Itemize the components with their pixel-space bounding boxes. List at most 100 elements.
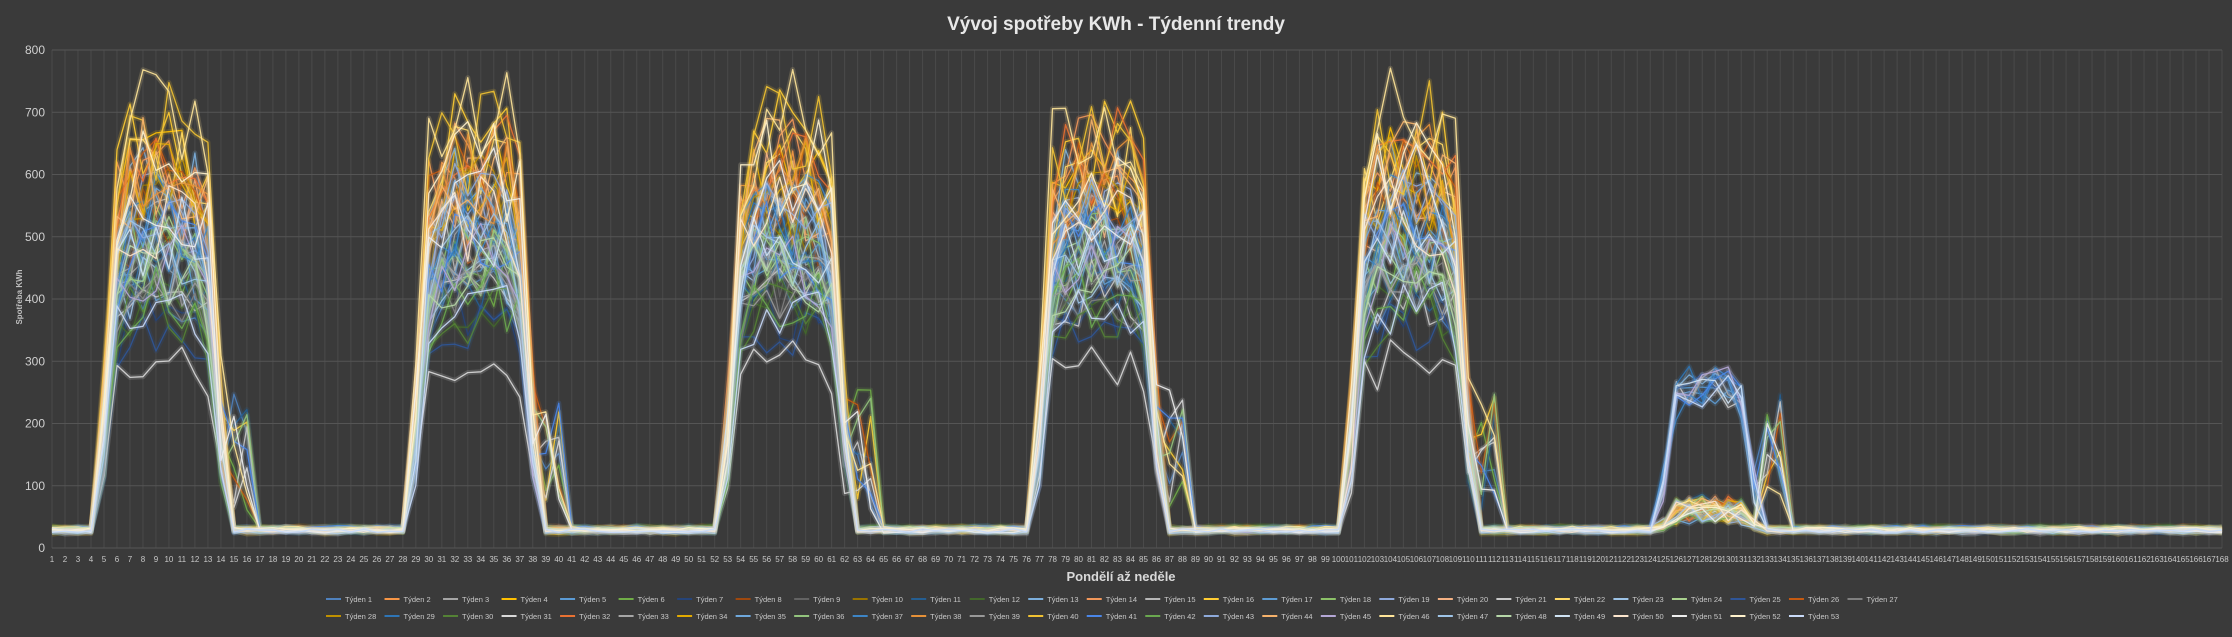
legend-label: Týden 13 xyxy=(1047,595,1078,604)
series-line-51 xyxy=(51,143,2223,534)
legend-label: Týden 46 xyxy=(1398,612,1429,621)
x-tick-label: 53 xyxy=(723,555,732,564)
legend-item-4: Týden 4 xyxy=(501,595,548,604)
x-tick-label: 108 xyxy=(1436,555,1450,564)
legend-label: Týden 1 xyxy=(345,595,372,604)
legend-item-40: Týden 40 xyxy=(1028,612,1079,621)
y-tick-label: 300 xyxy=(25,354,45,368)
legend-item-5: Týden 5 xyxy=(560,595,606,604)
x-tick-label: 51 xyxy=(697,555,706,564)
legend-item-2: Týden 2 xyxy=(384,595,431,604)
legend-label: Týden 22 xyxy=(1574,595,1605,604)
legend-label: Týden 52 xyxy=(1749,612,1780,621)
x-tick-label: 92 xyxy=(1230,555,1239,564)
legend-item-22: Týden 22 xyxy=(1554,595,1605,604)
legend-label: Týden 35 xyxy=(755,612,786,621)
legend-item-44: Týden 44 xyxy=(1262,612,1313,621)
x-tick-label: 15 xyxy=(229,555,238,564)
x-tick-label: 95 xyxy=(1269,555,1278,564)
x-tick-label: 90 xyxy=(1204,555,1213,564)
series-lines xyxy=(51,65,2223,537)
legend-label: Týden 48 xyxy=(1515,612,1546,621)
legend-label: Týden 41 xyxy=(1106,612,1137,621)
y-axis-ticks: 0 100 200 300 400 500 600 700 800 xyxy=(25,43,45,555)
legend-item-46: Týden 46 xyxy=(1379,612,1430,621)
x-tick-label: 19 xyxy=(281,555,290,564)
x-tick-label: 113 xyxy=(1501,555,1514,564)
x-tick-label: 42 xyxy=(580,555,589,564)
x-tick-label: 23 xyxy=(333,555,342,564)
legend: Týden 1 Týden 2 Týden 3 Týden 4 Týden 5 Týden… xyxy=(326,595,1898,621)
x-tick-label: 132 xyxy=(1748,555,1762,564)
x-tick-label: 66 xyxy=(892,555,901,564)
legend-item-33: Týden 33 xyxy=(618,612,669,621)
x-tick-label: 82 xyxy=(1100,555,1109,564)
x-tick-label: 17 xyxy=(255,555,264,564)
x-tick-label: 162 xyxy=(2137,555,2151,564)
x-tick-label: 35 xyxy=(489,555,498,564)
x-tick-label: 147 xyxy=(1942,555,1956,564)
x-tick-label: 127 xyxy=(1683,555,1697,564)
x-tick-label: 94 xyxy=(1256,555,1265,564)
x-tick-label: 137 xyxy=(1813,555,1827,564)
x-tick-label: 154 xyxy=(2033,555,2047,564)
x-tick-label: 148 xyxy=(1955,555,1969,564)
x-tick-label: 116 xyxy=(1540,555,1553,564)
legend-label: Týden 31 xyxy=(521,612,552,621)
x-tick-label: 38 xyxy=(528,555,537,564)
x-tick-label: 166 xyxy=(2189,555,2203,564)
x-axis-ticks: 1 2 3 4 5 6 7 8 9 10 11 12 13 14 15 16 17 18 19 20 21 22 23 24 2… xyxy=(50,555,2229,564)
x-tick-label: 45 xyxy=(619,555,628,564)
legend-item-23: Týden 23 xyxy=(1613,595,1664,604)
x-tick-label: 48 xyxy=(658,555,667,564)
x-tick-label: 14 xyxy=(216,555,225,564)
series-line-49 xyxy=(51,194,2223,533)
x-tick-label: 6 xyxy=(115,555,120,564)
legend-item-19: Týden 19 xyxy=(1379,595,1430,604)
x-tick-label: 97 xyxy=(1295,555,1304,564)
legend-label: Týden 40 xyxy=(1047,612,1078,621)
x-tick-label: 103 xyxy=(1371,555,1385,564)
legend-item-42: Týden 42 xyxy=(1145,612,1196,621)
x-tick-label: 140 xyxy=(1851,555,1865,564)
x-tick-label: 143 xyxy=(1890,555,1904,564)
x-tick-label: 77 xyxy=(1035,555,1044,564)
x-tick-label: 59 xyxy=(801,555,810,564)
legend-item-26: Týden 26 xyxy=(1788,595,1839,604)
x-tick-label: 134 xyxy=(1774,555,1788,564)
x-tick-label: 158 xyxy=(2085,555,2099,564)
y-tick-label: 100 xyxy=(25,479,45,493)
x-tick-label: 79 xyxy=(1061,555,1070,564)
y-tick-label: 500 xyxy=(25,230,45,244)
legend-label: Týden 23 xyxy=(1632,595,1663,604)
x-tick-label: 4 xyxy=(89,555,94,564)
x-tick-label: 49 xyxy=(671,555,680,564)
legend-item-35: Týden 35 xyxy=(735,612,786,621)
x-tick-label: 121 xyxy=(1605,555,1619,564)
x-tick-label: 131 xyxy=(1735,555,1749,564)
x-tick-label: 32 xyxy=(450,555,459,564)
x-tick-label: 81 xyxy=(1087,555,1096,564)
x-tick-label: 152 xyxy=(2007,555,2021,564)
x-tick-label: 168 xyxy=(2215,555,2229,564)
legend-item-18: Týden 18 xyxy=(1320,595,1371,604)
x-tick-label: 16 xyxy=(242,555,251,564)
legend-item-41: Týden 41 xyxy=(1086,612,1137,621)
x-tick-label: 8 xyxy=(141,555,146,564)
legend-item-17: Týden 17 xyxy=(1262,595,1313,604)
legend-label: Týden 9 xyxy=(813,595,840,604)
legend-item-10: Týden 10 xyxy=(852,595,903,604)
legend-label: Týden 38 xyxy=(930,612,961,621)
x-tick-label: 9 xyxy=(154,555,159,564)
x-tick-label: 87 xyxy=(1165,555,1174,564)
x-tick-label: 5 xyxy=(102,555,107,564)
x-tick-label: 76 xyxy=(1022,555,1031,564)
x-tick-label: 63 xyxy=(853,555,862,564)
x-tick-label: 151 xyxy=(1994,555,2008,564)
x-tick-label: 128 xyxy=(1696,555,1710,564)
x-tick-label: 88 xyxy=(1178,555,1187,564)
legend-label: Týden 42 xyxy=(1164,612,1195,621)
x-tick-label: 72 xyxy=(970,555,979,564)
x-tick-label: 136 xyxy=(1800,555,1814,564)
legend-label: Týden 26 xyxy=(1808,595,1839,604)
